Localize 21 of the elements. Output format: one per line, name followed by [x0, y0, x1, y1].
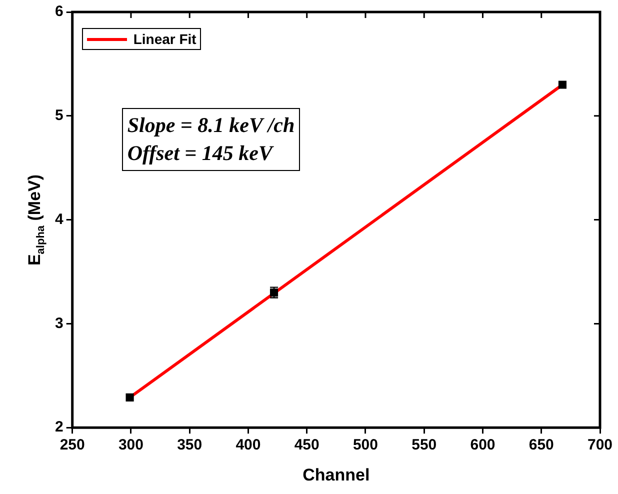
annotation: Slope = 8.1 keV /ch [127, 112, 295, 139]
x-tick-label: 550 [412, 436, 437, 454]
x-axis-title: Channel [302, 465, 370, 484]
x-tick-label: 250 [60, 436, 85, 454]
point [558, 80, 567, 89]
x-tick-label: 300 [118, 436, 144, 454]
point [126, 393, 134, 402]
x-tick-label: 450 [294, 436, 320, 454]
x-tick-label: 600 [470, 436, 496, 454]
x-tick-label: 400 [236, 436, 261, 454]
y-tick-label: 4 [55, 210, 64, 228]
y-tick-label: 3 [55, 314, 64, 332]
x-tick-label: 500 [352, 436, 378, 454]
y-tick-label: 5 [55, 107, 64, 124]
x-tick-label: 650 [528, 436, 554, 454]
legend-label: Linear Fit [133, 31, 196, 47]
annotation: Offset = 145 keV [127, 140, 275, 168]
x-tick-label: 350 [177, 436, 202, 454]
y-tick-label: 6 [55, 3, 64, 20]
y-tick-label: 2 [55, 418, 64, 436]
x-tick-label: 700 [587, 436, 613, 454]
